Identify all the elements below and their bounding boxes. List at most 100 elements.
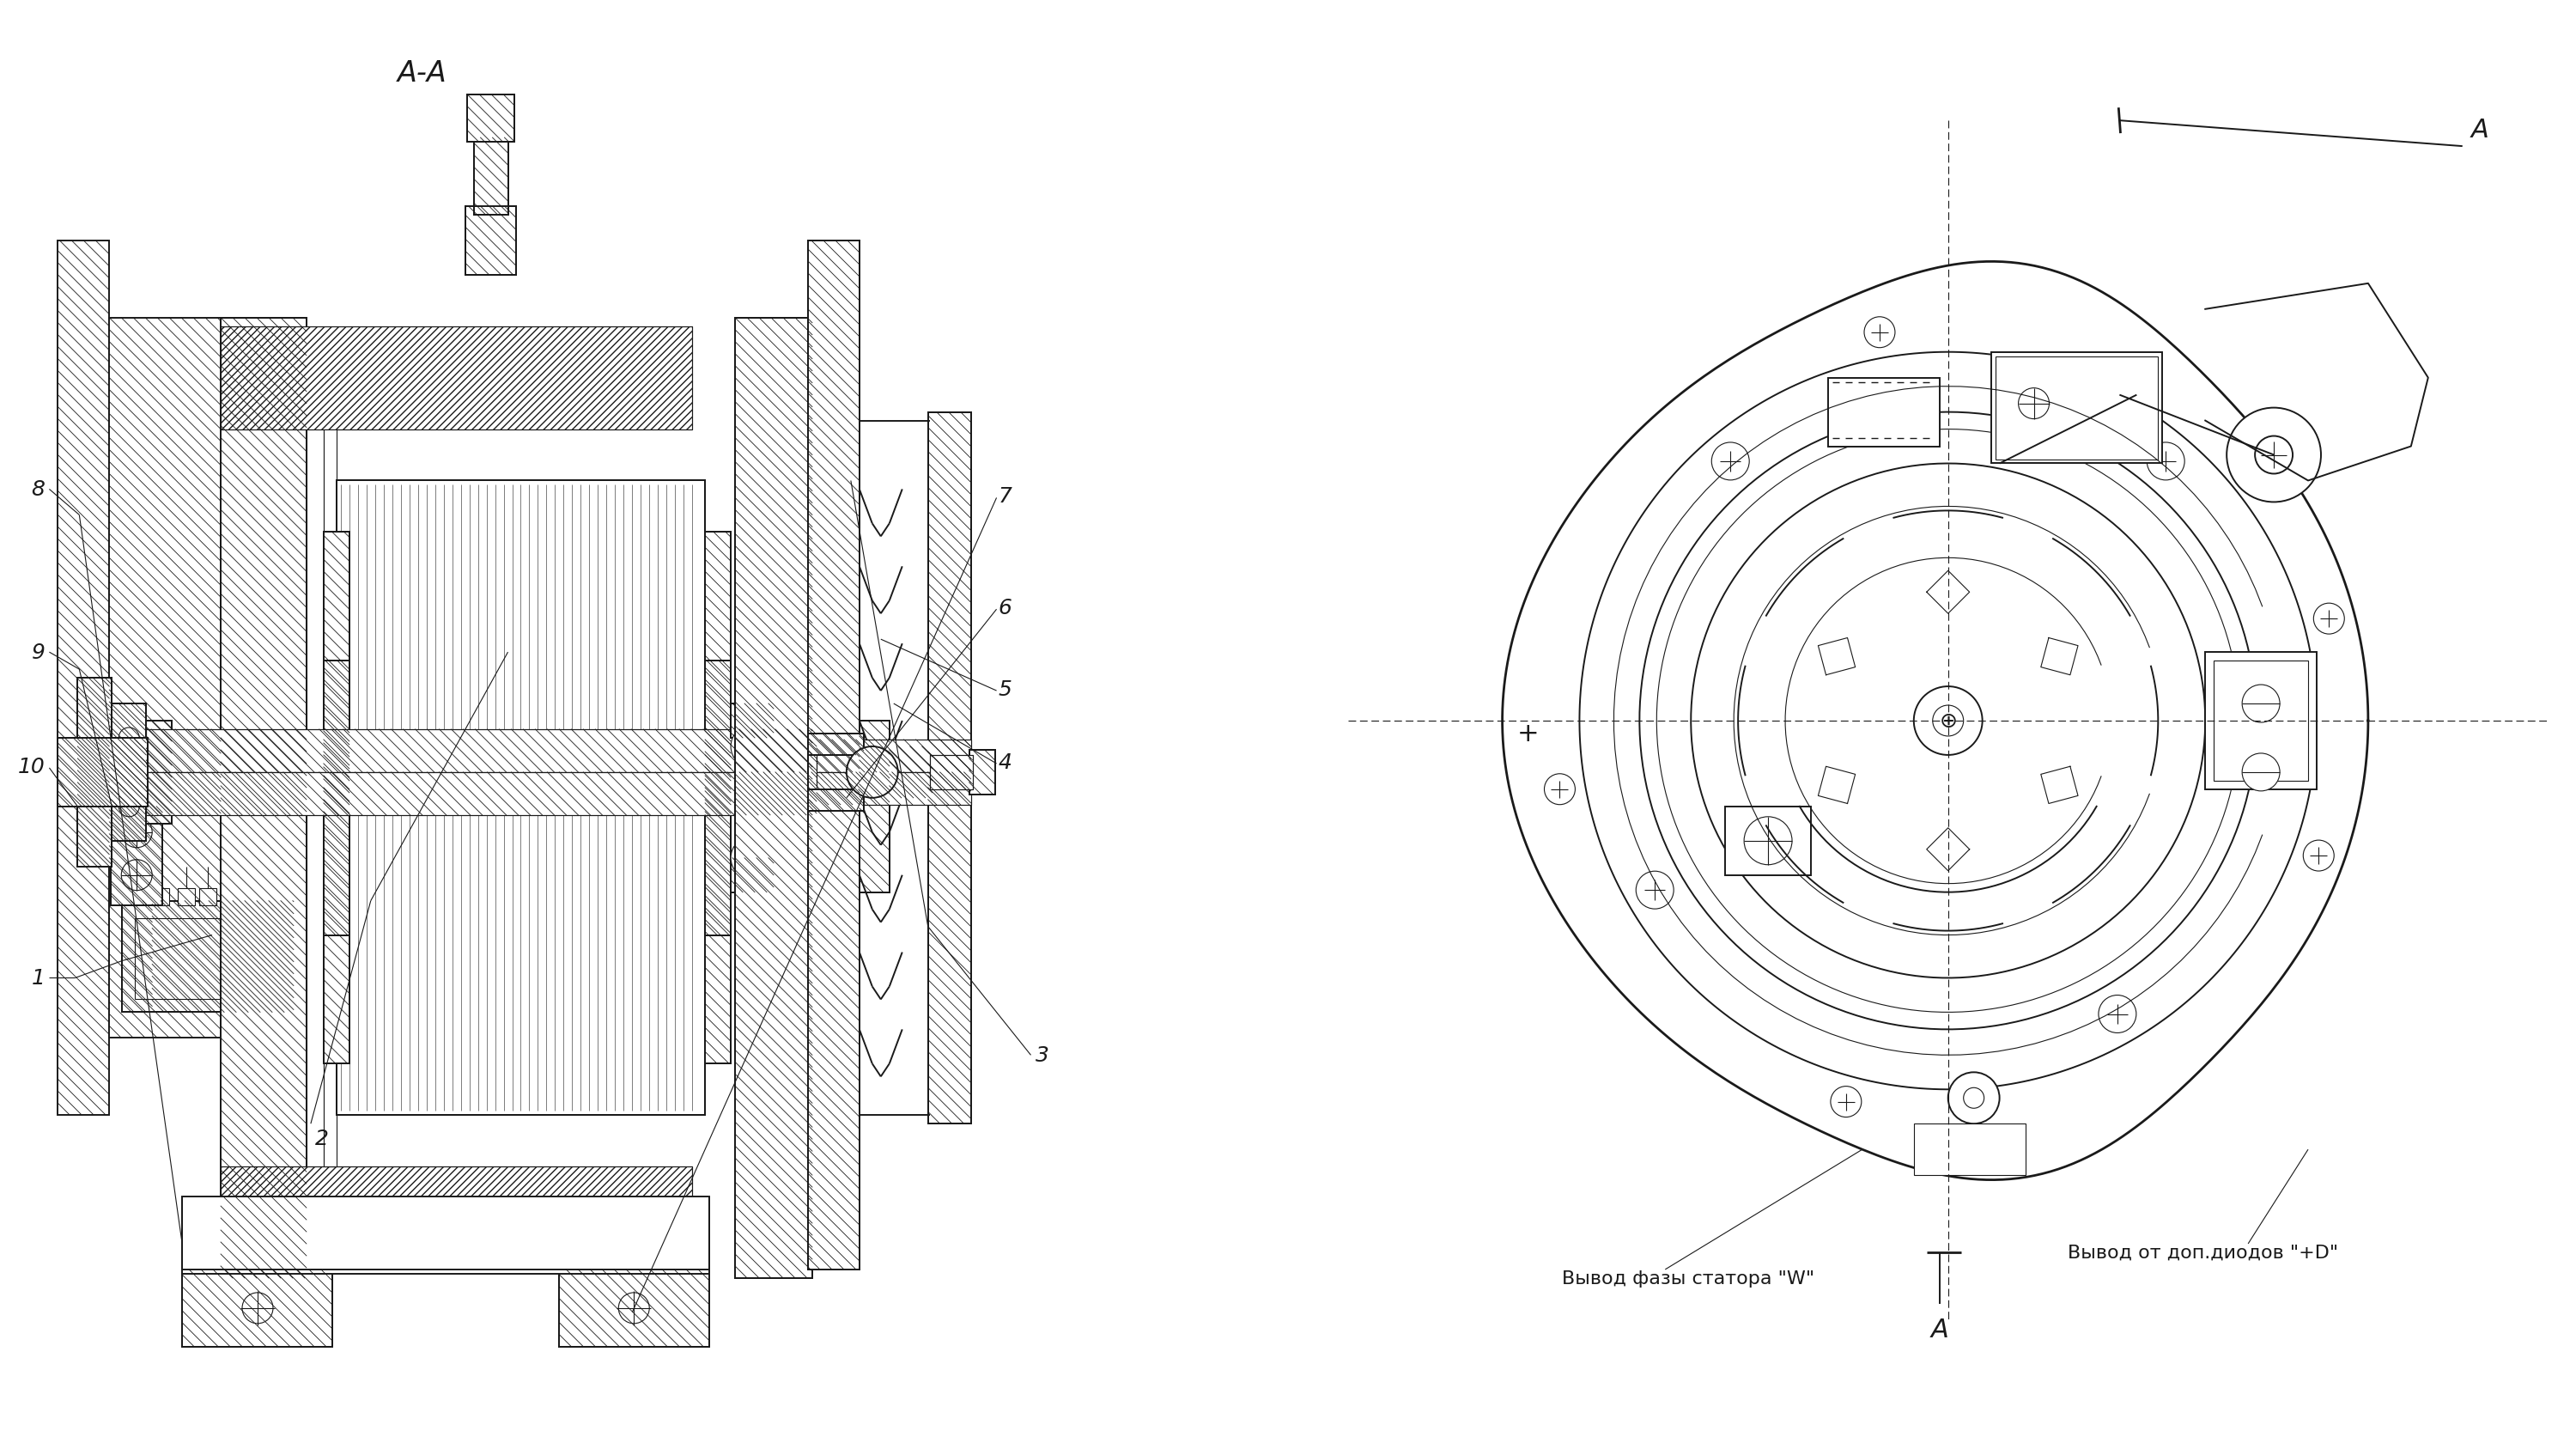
- Bar: [466, 95, 515, 142]
- Bar: [809, 241, 860, 1269]
- Bar: [809, 734, 863, 756]
- Bar: [734, 318, 811, 1277]
- Circle shape: [2146, 443, 2184, 480]
- Bar: [178, 888, 196, 905]
- Circle shape: [618, 1293, 649, 1323]
- Bar: [121, 901, 294, 1013]
- Bar: [134, 918, 276, 1000]
- Bar: [817, 773, 971, 805]
- Bar: [817, 773, 971, 805]
- Bar: [1829, 378, 1940, 447]
- Bar: [325, 661, 350, 935]
- Bar: [325, 661, 350, 935]
- Text: A: A: [1929, 1316, 1947, 1342]
- Bar: [147, 730, 817, 773]
- Bar: [2205, 652, 2316, 789]
- Circle shape: [2241, 753, 2280, 792]
- Bar: [198, 888, 216, 905]
- Circle shape: [1865, 318, 1896, 348]
- Bar: [474, 138, 507, 216]
- Bar: [969, 750, 994, 795]
- Bar: [732, 858, 773, 892]
- Bar: [183, 1269, 332, 1346]
- Bar: [930, 756, 974, 789]
- Bar: [57, 739, 147, 806]
- Bar: [183, 1269, 332, 1346]
- Bar: [809, 789, 863, 810]
- Bar: [337, 481, 706, 1115]
- Text: ⊕: ⊕: [1940, 711, 1958, 731]
- Text: 1: 1: [31, 969, 44, 989]
- Bar: [559, 1269, 708, 1346]
- Bar: [817, 740, 971, 773]
- Bar: [147, 773, 817, 815]
- Bar: [466, 207, 515, 276]
- Bar: [706, 661, 732, 935]
- Bar: [706, 533, 732, 1063]
- Bar: [111, 704, 147, 841]
- Bar: [222, 326, 693, 430]
- Bar: [325, 533, 350, 1063]
- Bar: [111, 806, 162, 905]
- Bar: [706, 533, 732, 1063]
- Circle shape: [2099, 996, 2136, 1033]
- Bar: [817, 740, 971, 773]
- Bar: [732, 858, 773, 892]
- Bar: [734, 318, 811, 1277]
- Bar: [927, 412, 971, 1124]
- Bar: [474, 138, 507, 216]
- Text: 2: 2: [314, 1128, 330, 1148]
- Circle shape: [1963, 1088, 1984, 1108]
- Circle shape: [732, 726, 773, 769]
- Bar: [325, 533, 350, 1063]
- Bar: [466, 95, 515, 142]
- Circle shape: [1832, 1086, 1862, 1118]
- Bar: [809, 241, 860, 1269]
- Circle shape: [1744, 818, 1793, 865]
- Circle shape: [2226, 408, 2321, 503]
- Bar: [147, 730, 817, 773]
- Bar: [108, 318, 222, 1038]
- Bar: [152, 888, 170, 905]
- Bar: [147, 721, 173, 823]
- Text: 7: 7: [999, 486, 1012, 507]
- Bar: [222, 326, 693, 430]
- Bar: [183, 1197, 708, 1273]
- Text: 8: 8: [31, 480, 44, 500]
- Bar: [147, 721, 173, 823]
- Bar: [77, 678, 111, 867]
- Bar: [147, 773, 817, 815]
- Bar: [222, 1167, 693, 1269]
- Bar: [1996, 356, 2159, 460]
- Bar: [466, 207, 515, 276]
- Bar: [337, 481, 706, 1115]
- Bar: [732, 704, 773, 739]
- Text: 4: 4: [999, 752, 1012, 773]
- Bar: [307, 361, 325, 1236]
- Circle shape: [1710, 443, 1749, 480]
- Text: 10: 10: [18, 756, 44, 777]
- Bar: [57, 739, 147, 806]
- Bar: [222, 318, 307, 1277]
- Circle shape: [121, 818, 152, 848]
- Circle shape: [848, 747, 899, 798]
- Bar: [1914, 1124, 2025, 1175]
- Circle shape: [118, 729, 139, 749]
- Text: 6: 6: [999, 598, 1012, 618]
- Text: 5: 5: [999, 680, 1012, 700]
- Bar: [930, 756, 974, 789]
- Text: 3: 3: [1036, 1045, 1048, 1066]
- Bar: [1991, 352, 2161, 464]
- Bar: [860, 721, 889, 892]
- Bar: [889, 747, 933, 798]
- Bar: [121, 901, 294, 1013]
- Bar: [77, 678, 111, 867]
- Bar: [559, 1269, 708, 1346]
- Circle shape: [121, 859, 152, 891]
- Circle shape: [1636, 871, 1674, 910]
- Circle shape: [1932, 706, 1963, 737]
- Bar: [927, 412, 971, 1124]
- Bar: [809, 789, 863, 810]
- Text: Вывод фазы статора "W": Вывод фазы статора "W": [1561, 1269, 1816, 1286]
- Bar: [1726, 806, 1811, 875]
